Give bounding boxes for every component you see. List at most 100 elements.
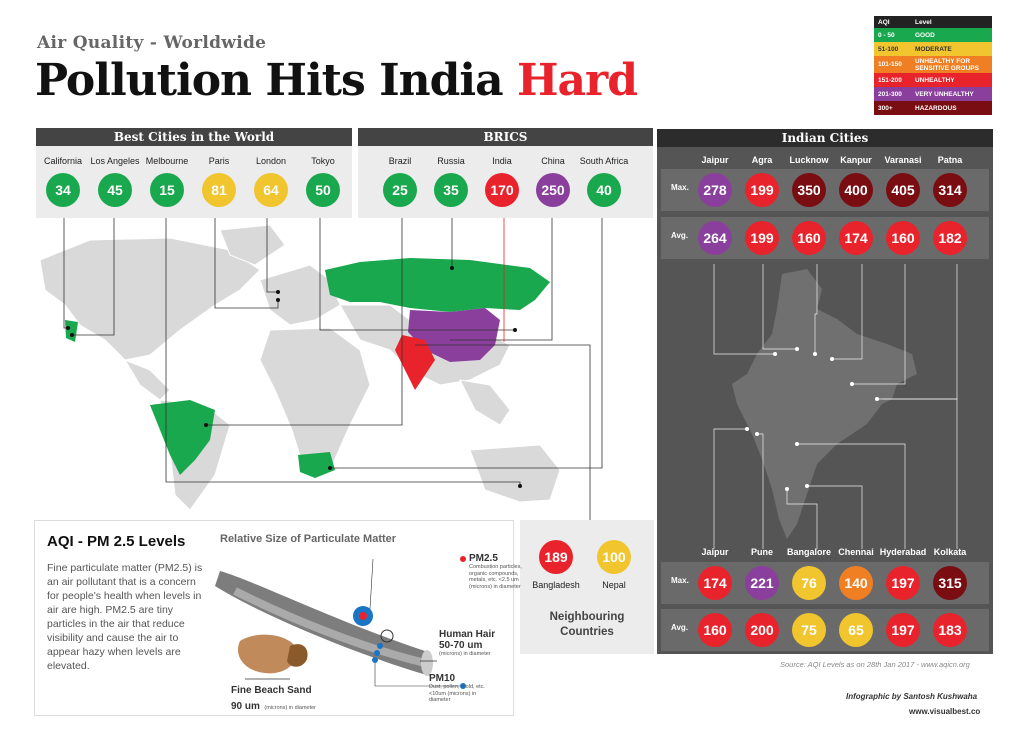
city-item: Melbourne 15 bbox=[137, 156, 197, 207]
top-avg-band: Avg. 264 199 160 174 160 182 bbox=[661, 217, 989, 259]
aqi-circle: 25 bbox=[383, 173, 417, 207]
aqi-circle: 250 bbox=[536, 173, 570, 207]
russia-shape bbox=[325, 258, 550, 312]
best-cities-panel: Best Cities in the World California 34 Los… bbox=[36, 128, 352, 218]
neighbours-panel: 189 Bangladesh 100 Nepal Neighbouring Count… bbox=[520, 520, 654, 654]
central-america-shape bbox=[123, 358, 171, 401]
aqi-circle: 81 bbox=[202, 173, 236, 207]
source-note: Source: AQI Levels as on 28th Jan 2017 -… bbox=[780, 660, 970, 669]
city-name: India bbox=[492, 156, 512, 166]
legend-head-aqi: AQI bbox=[878, 18, 890, 26]
sand-size: 90 um bbox=[231, 701, 260, 712]
neighbours-label-line2: Countries bbox=[560, 626, 614, 638]
aqi-circle: 34 bbox=[46, 173, 80, 207]
neighbour-item: 189 Bangladesh bbox=[526, 540, 586, 597]
title-main: Pollution Hits India bbox=[35, 55, 517, 106]
city-item: London 64 bbox=[241, 156, 301, 207]
legend-level: VERY UNHEALTHY bbox=[915, 90, 974, 98]
indian-aqi-circle: 76 bbox=[792, 566, 826, 600]
legend-level: HAZARDOUS bbox=[915, 104, 957, 112]
greenland-shape bbox=[219, 224, 286, 266]
pm25-dot bbox=[359, 612, 367, 620]
city-name: London bbox=[255, 156, 287, 166]
pm-relative-title: Relative Size of Particulate Matter bbox=[220, 533, 397, 545]
indian-city-name: Jaipur bbox=[701, 547, 729, 557]
legend-aqi: 51-100 bbox=[878, 45, 899, 53]
north-america-shape bbox=[39, 237, 261, 361]
legend-level: MODERATE bbox=[915, 45, 952, 53]
indian-aqi-circle: 65 bbox=[839, 613, 873, 647]
indian-city-name: Hyderabad bbox=[879, 547, 927, 557]
city-name: Tokyo bbox=[311, 156, 335, 166]
particle-illustration bbox=[215, 556, 466, 689]
indian-city-name: Agra bbox=[751, 155, 773, 165]
sand-desc: (microns) in diameter bbox=[264, 705, 317, 711]
pm10-legend-dot bbox=[460, 683, 466, 689]
pm-title: AQI - PM 2.5 Levels bbox=[47, 533, 186, 550]
top-max-band: Max. 278 199 350 400 405 314 bbox=[661, 169, 989, 211]
australia-shape bbox=[469, 444, 561, 503]
city-item: Los Angeles 45 bbox=[85, 156, 145, 207]
india-leader-lines bbox=[713, 264, 958, 549]
indian-city-name: Bangalore bbox=[786, 547, 831, 557]
indian-city-name: Pune bbox=[750, 547, 773, 557]
aqi-circle: 170 bbox=[485, 173, 519, 207]
top-max-label: Max. bbox=[671, 183, 689, 192]
top-avg-label: Avg. bbox=[671, 231, 689, 240]
hair-size: 50-70 um bbox=[439, 640, 483, 651]
indian-aqi-circle: 314 bbox=[933, 173, 967, 207]
indian-aqi-circle: 221 bbox=[745, 566, 779, 600]
indian-aqi-circle: 160 bbox=[698, 613, 732, 647]
indian-aqi-circle: 174 bbox=[698, 566, 732, 600]
credit: Infographic by Santosh Kushwaha bbox=[846, 692, 977, 701]
indian-aqi-circle: 200 bbox=[745, 613, 779, 647]
legend-head-level: Level bbox=[915, 18, 932, 26]
hair-end-shape bbox=[421, 650, 433, 676]
city-item: Tokyo 50 bbox=[293, 156, 353, 207]
city-name: China bbox=[541, 156, 565, 166]
indian-city-name: Jaipur bbox=[701, 155, 729, 165]
credit-name: Santosh Kushwaha bbox=[903, 692, 978, 701]
indian-city-name: Kanpur bbox=[840, 155, 872, 165]
indian-aqi-circle: 174 bbox=[839, 221, 873, 255]
indian-aqi-circle: 183 bbox=[933, 613, 967, 647]
indian-aqi-circle: 264 bbox=[698, 221, 732, 255]
indian-aqi-circle: 405 bbox=[886, 173, 920, 207]
bottom-max-band: Max. 174 221 76 140 197 315 bbox=[661, 562, 989, 604]
indian-aqi-circle: 182 bbox=[933, 221, 967, 255]
legend-level: GOOD bbox=[915, 31, 935, 39]
aqi-circle: 15 bbox=[150, 173, 184, 207]
site-url[interactable]: www.visualbest.co bbox=[909, 707, 981, 716]
legend-row: 151-200 UNHEALTHY bbox=[874, 73, 992, 87]
sand-label: Fine Beach Sand bbox=[231, 685, 312, 696]
legend-aqi: 0 - 50 bbox=[878, 31, 895, 39]
brics-panel: BRICS Brazil 25 Russia 35 India 170 China 250 So… bbox=[358, 128, 653, 218]
brics-heading: BRICS bbox=[358, 128, 653, 146]
legend-aqi: 300+ bbox=[878, 104, 893, 112]
neighbour-circle: 100 bbox=[597, 540, 631, 574]
pm-callout-ring bbox=[380, 629, 394, 643]
indian-city-name: Chennai bbox=[838, 547, 874, 557]
page-title: Pollution Hits India Hard bbox=[35, 55, 638, 106]
city-name: South Africa bbox=[579, 156, 629, 166]
indian-cities-panel: Indian Cities Jaipur Agra Lucknow Kanpur Var… bbox=[657, 129, 993, 654]
india-outline-shape bbox=[732, 269, 917, 539]
indian-city-name: Varanasi bbox=[884, 155, 922, 165]
city-name: Melbourne bbox=[145, 156, 189, 166]
indian-aqi-circle: 199 bbox=[745, 173, 779, 207]
hair-label: Human Hair bbox=[439, 629, 496, 640]
city-name: California bbox=[43, 156, 83, 166]
india-shape bbox=[395, 335, 435, 390]
indian-city-name: Patna bbox=[937, 155, 963, 165]
neighbours-label: Neighbouring Countries bbox=[520, 610, 654, 640]
city-name: Russia bbox=[437, 156, 465, 166]
legend-aqi: 101-150 bbox=[878, 61, 902, 68]
india-city-dots bbox=[745, 347, 879, 491]
aqi-circle: 50 bbox=[306, 173, 340, 207]
hair-desc: (microns) in diameter bbox=[439, 651, 491, 657]
pm10-label-group: PM10 Dust, pollen, mold, etc. <10um (mic… bbox=[429, 673, 489, 704]
hair-label-group: Human Hair 50-70 um (microns) in diamete… bbox=[439, 629, 495, 658]
indian-aqi-circle: 160 bbox=[886, 221, 920, 255]
legend-rows: 0 - 50 GOOD 51-100 MODERATE 101-150 UNHEALTHY… bbox=[874, 28, 992, 115]
south-africa-shape bbox=[298, 452, 335, 478]
